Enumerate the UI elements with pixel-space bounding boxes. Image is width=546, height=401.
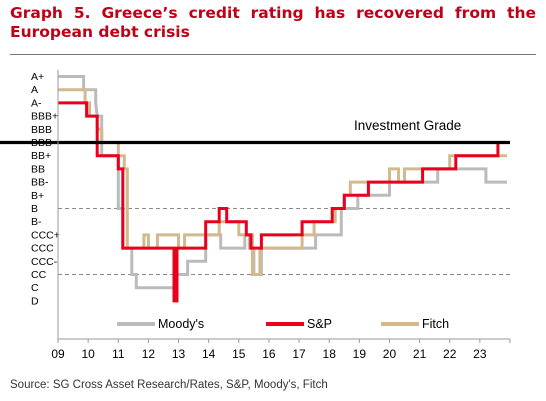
y-tick-label: A — [31, 84, 38, 96]
x-tick-label: 16 — [262, 347, 276, 361]
legend-label: Fitch — [422, 317, 449, 331]
y-tick-label: BBB — [31, 124, 52, 136]
legend-label: Moody's — [158, 317, 204, 331]
y-tick-label: B- — [31, 216, 42, 228]
y-tick-label: B — [31, 203, 38, 215]
x-tick-label: 17 — [292, 347, 306, 361]
x-tick-label: 18 — [323, 347, 337, 361]
y-axis-labels: A+AA-BBB+BBBBBB-BB+BBBB-B+BB-CCC+CCCCCC-… — [31, 71, 60, 307]
title-divider — [10, 54, 536, 55]
y-tick-label: BBB+ — [31, 111, 58, 123]
x-tick-label: 09 — [51, 347, 65, 361]
x-tick-label: 11 — [112, 347, 125, 361]
chart-title: Graph 5. Greece’s credit rating has reco… — [10, 4, 536, 41]
x-tick-label: 14 — [202, 347, 216, 361]
x-axis: 09 10 11 12 13 14 15 16 17 18 19 20 21 22 23 — [51, 70, 511, 361]
x-tick-label: 21 — [413, 347, 427, 361]
y-tick-label: B+ — [31, 190, 44, 202]
y-tick-label: BB- — [31, 177, 49, 189]
series-line-s-p — [58, 101, 507, 303]
y-tick-label: CCC — [31, 243, 54, 255]
series-line-moody-s — [58, 75, 507, 290]
investment-grade-label: Investment Grade — [354, 118, 461, 133]
y-tick-label: BB — [31, 163, 45, 175]
investment-grade-reference: Investment Grade — [0, 118, 510, 145]
x-tick-label: 23 — [473, 347, 487, 361]
source-note: Source: SG Cross Asset Research/Rates, S… — [10, 379, 328, 391]
y-tick-label: A- — [31, 97, 42, 109]
y-tick-label: C — [31, 282, 39, 294]
y-tick-label: CC — [31, 269, 47, 281]
x-tick-label: 19 — [353, 347, 367, 361]
y-tick-label: CCC- — [31, 256, 58, 268]
series-lines — [58, 75, 507, 303]
x-tick-label: 12 — [142, 347, 156, 361]
y-tick-label: BB+ — [31, 150, 51, 162]
y-tick-label: D — [31, 295, 39, 307]
y-tick-label: CCC+ — [31, 229, 60, 241]
y-tick-label: A+ — [31, 71, 44, 83]
legend-label: S&P — [307, 317, 332, 331]
x-tick-label: 13 — [172, 347, 186, 361]
x-tick-label: 10 — [81, 347, 95, 361]
x-tick-label: 22 — [443, 347, 457, 361]
x-tick-label: 15 — [232, 347, 246, 361]
legend: Moody's S&P Fitch — [117, 317, 449, 331]
x-tick-label: 20 — [383, 347, 397, 361]
